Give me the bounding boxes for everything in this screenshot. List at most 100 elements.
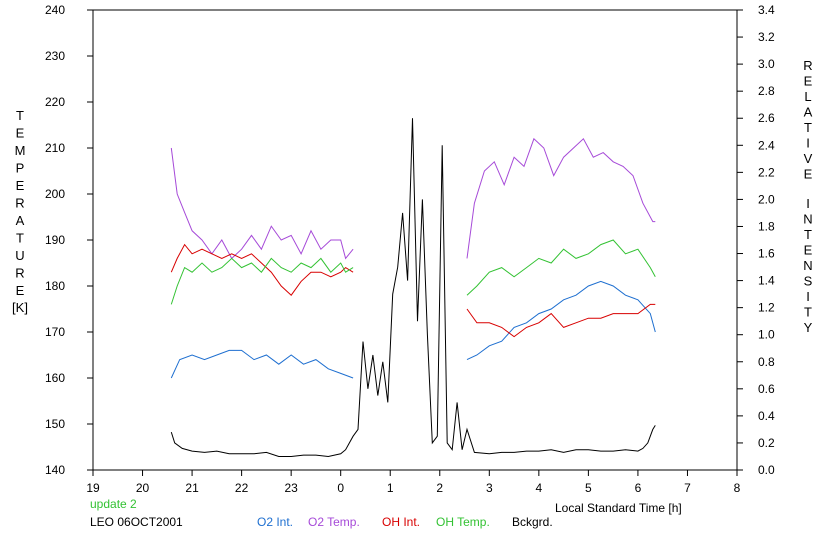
y-right-label-letter: I [806,196,810,211]
y-left-tick-label: 220 [45,95,65,109]
x-tick-label: 4 [536,481,543,495]
y-left-tick-label: 230 [45,49,65,63]
y-left-tick-label: 160 [45,371,65,385]
y-right-tick-label: 2.0 [758,192,775,206]
y-left-tick-label: 200 [45,187,65,201]
x-tick-label: 2 [436,481,443,495]
x-tick-label: 19 [86,481,100,495]
series-layer [170,118,656,458]
x-tick-label: 20 [136,481,150,495]
y-left-unit: [K] [12,300,28,315]
y-right-tick-label: 2.8 [758,84,775,98]
y-right-tick-label: 0.4 [758,409,775,423]
y-right-tick-label: 3.2 [758,30,775,44]
x-tick-label: 3 [486,481,493,495]
x-tick-label: 8 [734,481,741,495]
y-right-tick-label: 1.6 [758,247,775,261]
x-tick-label: 5 [585,481,592,495]
x-axis: 19 20 21 22 23 0 1 2 3 4 5 6 7 8 [86,470,741,495]
y-right-tick-label: 0.6 [758,382,775,396]
y-right-tick-label: 1.4 [758,274,775,288]
series-line [466,280,656,361]
y-left-label-letter: R [15,266,24,281]
y-right-label-letter: N [803,212,812,227]
series-bckgrd [170,118,656,458]
series-o2-temp [170,137,656,260]
series-line [170,118,656,458]
y-right-label-letter: L [804,89,811,104]
y-right-label-letter: E [804,74,813,89]
y-right-label-letter: E [804,167,813,182]
y-right-tick-label: 2.2 [758,165,775,179]
y-left-label-letter: E [16,126,25,141]
x-tick-label: 22 [235,481,249,495]
y-left-tick-label: 140 [45,463,65,477]
y-right-tick-label: 0.0 [758,463,775,477]
x-axis-label: Local Standard Time [h] [555,501,682,515]
legend-o2-temp: O2 Temp. [308,515,360,529]
y-right-label-letter: N [803,258,812,273]
y-right-label-letter: I [806,136,810,151]
y-right-label-letter: A [804,105,813,120]
y-right-tick-label: 3.4 [758,3,775,17]
y-right-tick-label: 0.8 [758,355,775,369]
update-label: update 2 [90,497,137,511]
y-right-label-letter: E [804,243,813,258]
series-o2-int [170,280,656,379]
y-left-tick-label: 170 [45,325,65,339]
y-left-tick-label: 180 [45,279,65,293]
y-right-tick-label: 1.2 [758,301,775,315]
series-line [170,147,354,260]
y-right-tick-label: 1.0 [758,328,775,342]
x-tick-label: 6 [635,481,642,495]
y-right-tick-label: 1.8 [758,219,775,233]
series-oh-temp [170,239,656,305]
series-line [466,137,656,259]
y-right-label-letter: T [804,120,812,135]
y-right-label-letter: R [803,58,812,73]
series-oh-int [170,243,656,338]
y-right-tick-label: 2.4 [758,138,775,152]
legend-oh-temp: OH Temp. [436,515,490,529]
station-label: LEO 06OCT2001 [90,515,183,529]
x-tick-label: 23 [284,481,298,495]
y-left-label-letter: U [15,248,24,263]
y-right-tick-label: 2.6 [758,111,775,125]
y-right-label-letter: Y [804,320,813,335]
series-line [170,257,354,305]
x-tick-label: 7 [684,481,691,495]
y-left-label-letter: R [15,196,24,211]
y-right-label-letter: V [804,151,813,166]
y-left-label-letter: M [15,143,26,158]
y-right-label-letter: T [804,227,812,242]
y-left-label-letter: E [16,283,25,298]
y-right-label-letter: T [804,305,812,320]
y-left-label-letter: T [16,108,24,123]
y-axis-right: 0.0 0.2 0.4 0.6 0.8 1.0 1.2 1.4 1.6 1.8 2.0 2.2 2.4 2… [737,3,775,477]
series-line [170,243,354,296]
x-tick-label: 1 [387,481,394,495]
y-right-tick-label: 3.0 [758,57,775,71]
y-axis-left: 140 150 160 170 180 190 200 210 220 230 240 [45,3,93,477]
y-left-label-letter: T [16,231,24,246]
legend-bckgrd: Bckgrd. [512,515,553,529]
y-right-tick-label: 0.2 [758,436,775,450]
y-left-tick-label: 150 [45,417,65,431]
series-line [466,239,656,296]
y-right-label-letter: S [804,274,813,289]
y-left-tick-label: 210 [45,141,65,155]
series-line [466,303,656,338]
y-left-label-letter: A [16,213,25,228]
y-left-tick-label: 190 [45,233,65,247]
y-left-label-letter: E [16,178,25,193]
x-tick-label: 0 [337,481,344,495]
legend-oh-int: OH Int. [382,515,421,529]
x-tick-label: 21 [185,481,199,495]
y-right-label-letter: I [806,289,810,304]
y-left-tick-label: 240 [45,3,65,17]
y-left-label-letter: P [16,161,25,176]
series-line [170,349,354,379]
